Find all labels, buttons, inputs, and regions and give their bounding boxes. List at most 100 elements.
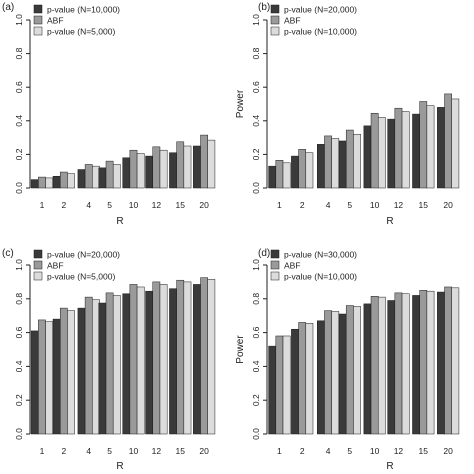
y-tick-label: 0.6 — [14, 326, 24, 338]
x-tick-label: 4 — [86, 446, 91, 456]
legend-label: p-value (N=20,000) — [284, 5, 357, 15]
x-tick-label: 2 — [61, 200, 66, 210]
bar-10-series-1 — [122, 293, 131, 435]
x-tick-label: 1 — [277, 446, 282, 456]
x-tick-label: 12 — [152, 446, 162, 456]
bar-1-series-3 — [282, 162, 291, 189]
bar-1-series-2 — [38, 319, 46, 435]
legend-label: p-value (N=10,000) — [284, 27, 357, 37]
y-tick-label: 0.2 — [251, 394, 261, 406]
y-tick-label: 0.8 — [251, 47, 261, 59]
legend-swatch — [270, 260, 280, 270]
bar-20-series-2 — [444, 93, 452, 189]
bar-5-series-2 — [105, 160, 114, 189]
x-tick-label: 15 — [176, 446, 186, 456]
y-tick-label: 0.0 — [14, 182, 24, 194]
x-tick-label: 20 — [443, 200, 453, 210]
panel-label: (d) — [258, 248, 270, 259]
bar-15-series-2 — [176, 141, 185, 189]
y-tick-label: 0.2 — [251, 148, 261, 160]
bar-10-series-1 — [122, 157, 131, 189]
x-tick-label: 20 — [199, 200, 209, 210]
bar-5-series-1 — [98, 302, 107, 435]
legend-label: p-value (N=5,000) — [47, 27, 115, 37]
y-tick-label: 0.8 — [14, 47, 24, 59]
x-axis-title: R — [386, 461, 393, 472]
bar-5-series-2 — [345, 129, 354, 189]
bar-10-series-2 — [370, 296, 379, 435]
bar-12-series-1 — [387, 118, 396, 189]
bar-4-series-2 — [324, 135, 332, 189]
bar-12-series-2 — [152, 146, 161, 189]
y-tick-label: 0.6 — [14, 81, 24, 93]
y-tick-label: 0.8 — [251, 293, 261, 305]
bar-1-series-2 — [38, 176, 46, 189]
x-tick-label: 1 — [40, 200, 45, 210]
x-tick-label: 10 — [129, 200, 139, 210]
bar-15-series-3 — [426, 290, 435, 435]
x-tick-label: 20 — [443, 446, 453, 456]
y-tick-label: 0.0 — [14, 428, 24, 440]
x-tick-label: 5 — [107, 200, 112, 210]
bar-15-series-3 — [183, 281, 192, 435]
bar-4-series-3 — [92, 165, 100, 189]
legend-swatch — [33, 26, 43, 36]
y-tick-label: 0.2 — [14, 394, 24, 406]
bar-12-series-3 — [401, 293, 410, 435]
bar-4-series-1 — [317, 320, 325, 435]
y-tick-label: 1.0 — [14, 14, 24, 26]
bar-2-series-2 — [59, 307, 68, 435]
bar-2-series-3 — [67, 310, 75, 435]
legend-swatch — [270, 15, 280, 25]
x-tick-label: 4 — [326, 446, 331, 456]
x-tick-label: 10 — [129, 446, 139, 456]
x-tick-label: 2 — [300, 200, 305, 210]
bar-15-series-2 — [419, 101, 428, 189]
panel-label: (c) — [2, 248, 14, 259]
bar-4-series-1 — [317, 144, 325, 189]
bar-2-series-3 — [305, 152, 314, 189]
bar-15-series-1 — [412, 113, 420, 189]
legend-swatch — [33, 260, 43, 270]
legend-label: ABF — [284, 261, 301, 271]
bar-4-series-2 — [84, 164, 93, 189]
bar-1-series-1 — [268, 345, 277, 435]
bar-5-series-1 — [338, 313, 347, 435]
bar-4-series-2 — [324, 310, 332, 435]
legend-label: ABF — [284, 16, 301, 26]
bar-10-series-1 — [363, 125, 372, 189]
bar-1-series-1 — [30, 179, 39, 189]
legend-label: p-value (N=5,000) — [47, 272, 115, 282]
x-tick-label: 2 — [300, 446, 305, 456]
bar-20-series-1 — [193, 284, 201, 435]
bar-4-series-3 — [92, 299, 100, 435]
y-tick-label: 1.0 — [251, 14, 261, 26]
bar-4-series-3 — [331, 138, 340, 189]
x-axis-title: R — [116, 216, 123, 227]
bar-2-series-3 — [67, 173, 75, 189]
y-tick-label: 0.6 — [251, 326, 261, 338]
x-axis-title: R — [116, 461, 123, 472]
x-tick-label: 1 — [277, 200, 282, 210]
bar-1-series-3 — [282, 335, 291, 435]
bar-2-series-2 — [59, 171, 68, 189]
bar-1-series-2 — [275, 335, 284, 435]
legend-swatch — [33, 4, 43, 14]
bar-12-series-2 — [152, 281, 161, 435]
x-tick-label: 15 — [419, 446, 429, 456]
bar-20-series-1 — [437, 291, 445, 435]
x-tick-label: 1 — [40, 446, 45, 456]
x-tick-label: 4 — [86, 200, 91, 210]
bar-10-series-2 — [370, 112, 379, 189]
bar-2-series-1 — [291, 328, 299, 435]
bar-4-series-1 — [77, 169, 86, 189]
bar-1-series-1 — [268, 165, 277, 189]
y-tick-label: 0.0 — [251, 182, 261, 194]
chart-panel-c: (c)0.00.20.40.60.81.01 2 4 5 10 12 15 20Rp-valu… — [2, 248, 216, 472]
legend-label: ABF — [47, 16, 64, 26]
bar-10-series-1 — [363, 303, 372, 435]
bar-10-series-2 — [129, 284, 138, 435]
legend-swatch — [33, 271, 43, 281]
